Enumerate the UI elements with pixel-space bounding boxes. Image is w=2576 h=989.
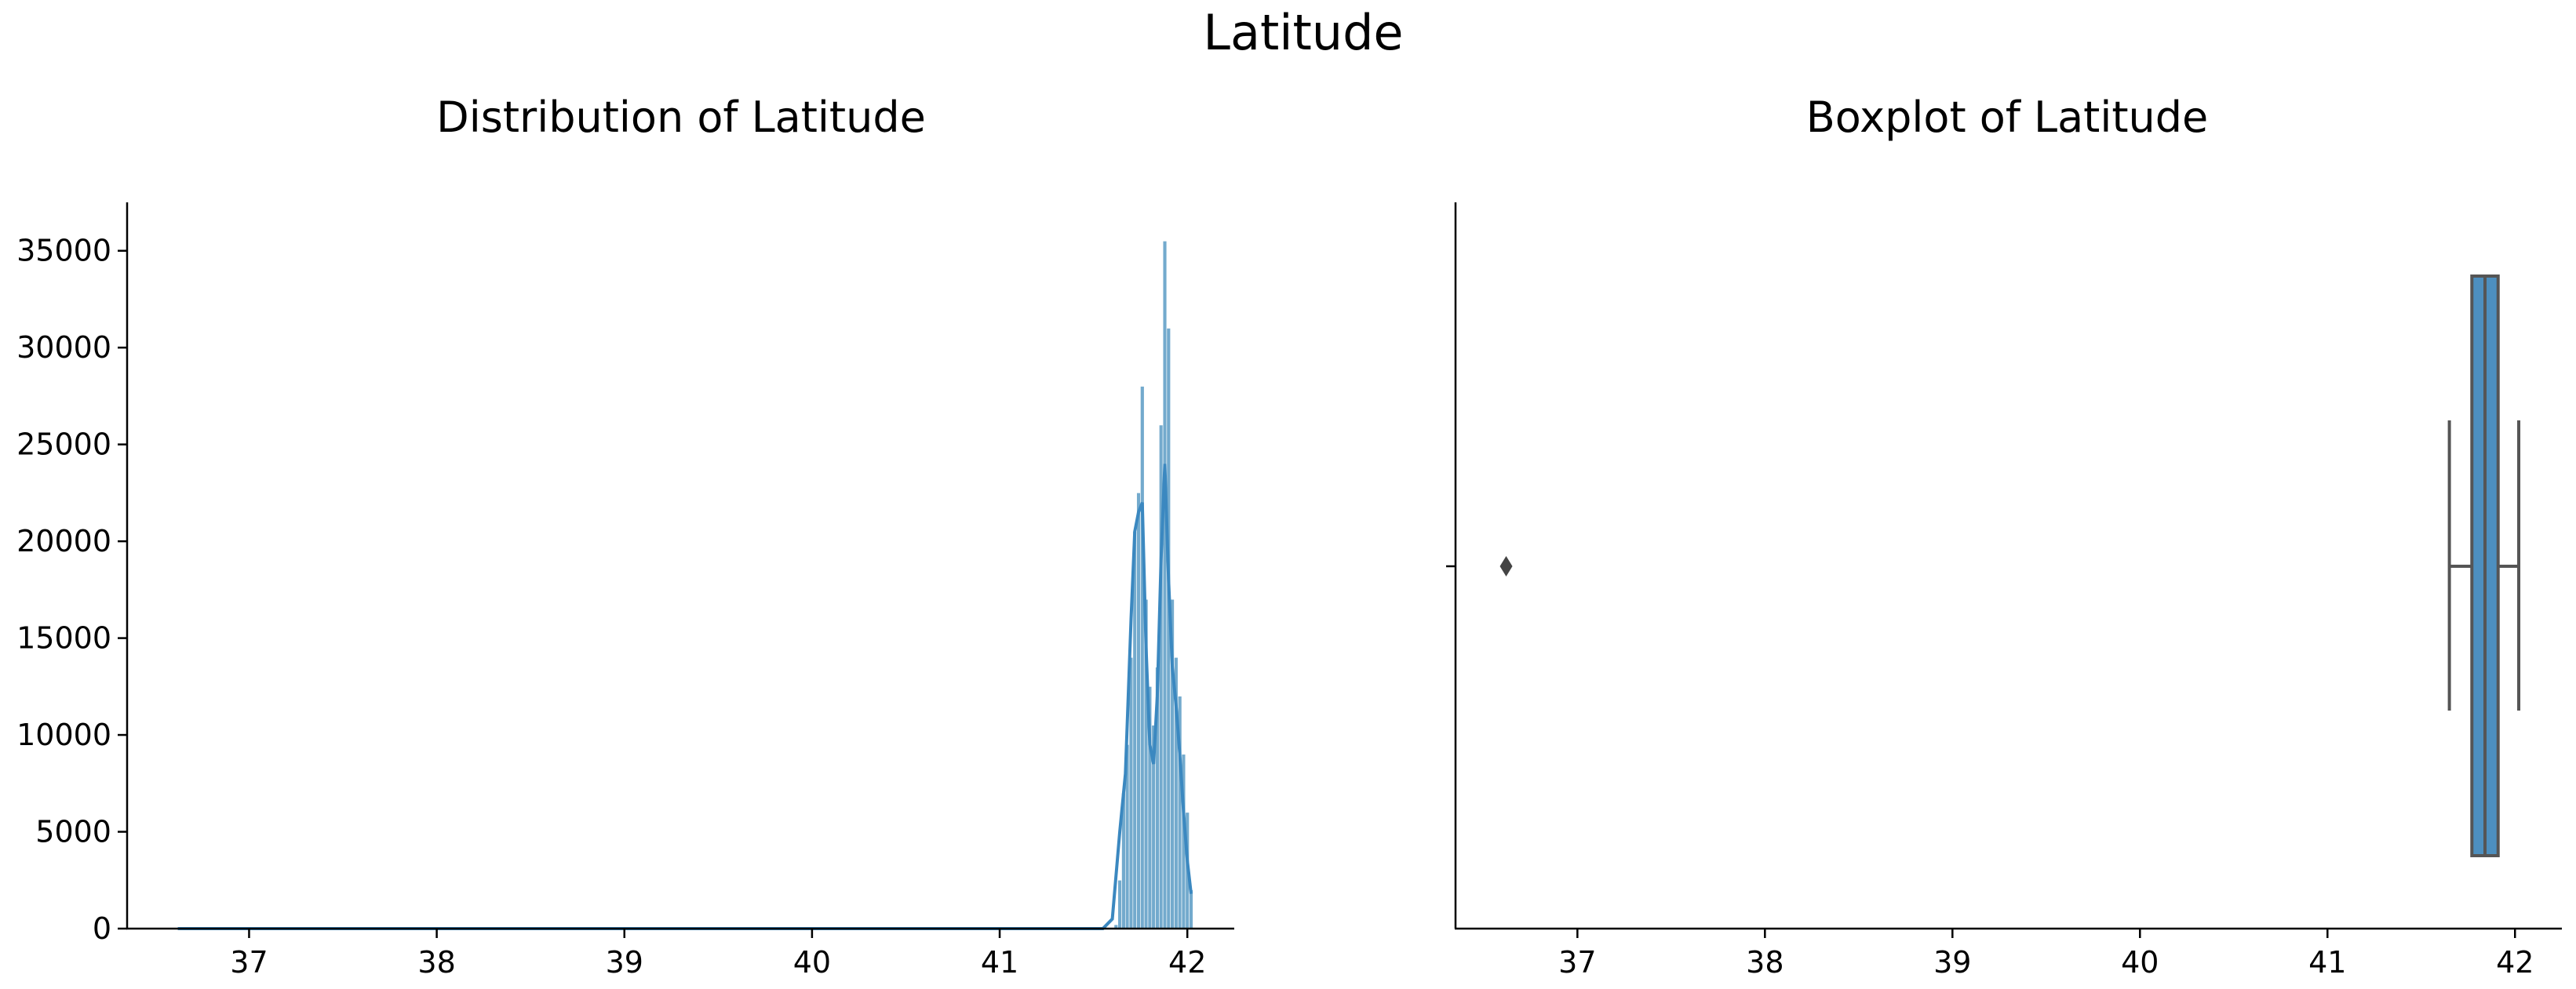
histogram-bar bbox=[1117, 879, 1122, 929]
x-tick-label: 37 bbox=[1558, 945, 1596, 980]
histogram-bar bbox=[1136, 493, 1141, 929]
x-tick-label: 38 bbox=[1746, 945, 1784, 980]
x-tick-label: 39 bbox=[606, 945, 643, 980]
x-tick-label: 37 bbox=[230, 945, 268, 980]
x-tick-label: 39 bbox=[1933, 945, 1971, 980]
histogram-x-ticks: 37 38 39 40 41 42 bbox=[230, 929, 1206, 980]
y-tick-label: 10000 bbox=[16, 718, 111, 752]
kde-curve-group bbox=[177, 464, 1193, 930]
figure-suptitle: Latitude bbox=[1203, 4, 1403, 61]
y-tick-label: 25000 bbox=[16, 427, 111, 462]
boxplot-title: Boxplot of Latitude bbox=[1806, 93, 2209, 142]
x-tick-label: 40 bbox=[2121, 945, 2159, 980]
histogram-panel: Distribution of Latitude 37 38 39 40 41 42 0 5… bbox=[16, 93, 1234, 980]
kde-line bbox=[177, 464, 1193, 930]
histogram-bar bbox=[1162, 241, 1168, 929]
boxplot-x-ticks: 37 38 39 40 41 42 bbox=[1558, 929, 2534, 980]
y-tick-label: 15000 bbox=[16, 621, 111, 656]
histogram-bar bbox=[1189, 889, 1193, 929]
x-tick-label: 38 bbox=[417, 945, 455, 980]
x-tick-label: 41 bbox=[981, 945, 1018, 980]
y-tick-label: 5000 bbox=[35, 815, 111, 849]
y-tick-label: 20000 bbox=[16, 524, 111, 558]
boxplot-panel: Boxplot of Latitude 37 38 39 40 41 42 bbox=[1446, 93, 2562, 980]
histogram-bar bbox=[1140, 386, 1145, 929]
histogram-title: Distribution of Latitude bbox=[436, 93, 926, 142]
x-tick-label: 42 bbox=[1168, 945, 1206, 980]
x-tick-label: 41 bbox=[2308, 945, 2346, 980]
boxplot-marks bbox=[1499, 275, 2521, 857]
y-tick-label: 0 bbox=[93, 911, 111, 946]
histogram-bars bbox=[1113, 241, 1193, 929]
x-tick-label: 42 bbox=[2496, 945, 2534, 980]
histogram-y-ticks: 0 5000 10000 15000 20000 25000 30000 35000 bbox=[16, 234, 127, 946]
x-tick-label: 40 bbox=[793, 945, 831, 980]
y-tick-label: 35000 bbox=[16, 234, 111, 268]
outlier-point bbox=[1499, 556, 1513, 576]
y-tick-label: 30000 bbox=[16, 330, 111, 365]
